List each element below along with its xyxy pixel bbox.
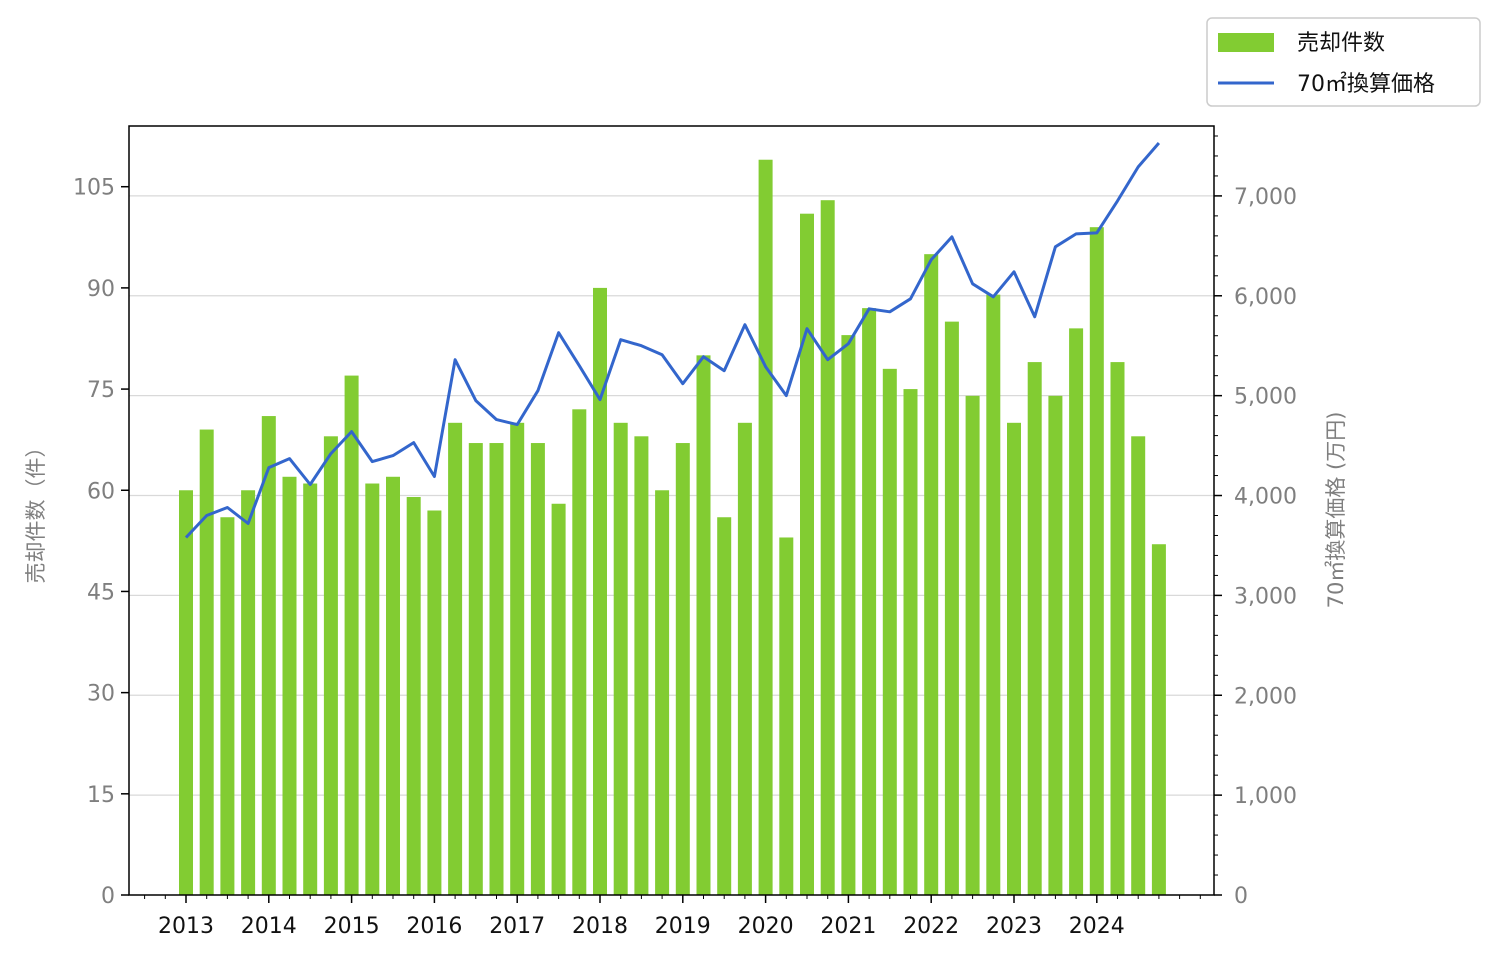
bar [655, 490, 670, 895]
x-axis: 2013 2014 2015 2016 2017 2018 2019 2020 2021 2022… [144, 895, 1201, 939]
left-tick-label: 105 [73, 176, 115, 201]
bar [1007, 422, 1021, 895]
legend-bar-swatch [1218, 33, 1274, 52]
right-tick-label: 3,000 [1234, 584, 1297, 609]
bar [779, 537, 794, 895]
legend: 売却件数 70㎡換算価格 [1206, 17, 1481, 107]
x-tick-label: 2021 [820, 914, 876, 939]
bar [862, 308, 877, 895]
bar [530, 443, 545, 895]
bar [717, 517, 732, 895]
left-tick-label: 75 [87, 378, 115, 403]
bar [572, 409, 587, 895]
bar [986, 294, 1001, 895]
bar [903, 389, 918, 895]
bar [882, 368, 897, 895]
right-tick-label: 0 [1234, 884, 1248, 909]
x-tick-label: 2019 [655, 914, 711, 939]
bar [179, 490, 193, 895]
bar [1048, 395, 1063, 895]
price-line [184, 142, 1161, 539]
bar [758, 159, 773, 895]
bar [448, 422, 463, 895]
left-tick-label: 60 [87, 479, 115, 504]
bar [820, 200, 835, 895]
legend-frame [1206, 17, 1481, 107]
x-tick-label: 2022 [903, 914, 959, 939]
x-tick-label: 2015 [324, 914, 380, 939]
bar [944, 321, 959, 895]
left-axis: 0 15 30 45 60 75 90 105 [73, 176, 129, 909]
x-tick-label: 2020 [738, 914, 794, 939]
bar [282, 476, 297, 895]
right-tick-label: 2,000 [1234, 684, 1297, 709]
left-tick-label: 0 [101, 884, 115, 909]
bar [199, 429, 214, 895]
bar [344, 375, 359, 895]
left-tick-label: 90 [87, 277, 115, 302]
x-tick-label: 2024 [1069, 914, 1125, 939]
bar [551, 503, 566, 895]
bar [303, 483, 318, 895]
bar [386, 476, 400, 895]
x-tick-label: 2016 [406, 914, 462, 939]
bar [261, 416, 276, 895]
right-axis-title: 70㎡換算価格 (万円) [1324, 412, 1348, 609]
right-tick-label: 5,000 [1234, 385, 1297, 410]
bar [675, 443, 690, 895]
bar [841, 335, 856, 896]
bar [1110, 362, 1125, 895]
bar [1089, 227, 1104, 895]
left-axis-title: 売却件数（件） [24, 437, 48, 584]
x-tick-label: 2023 [986, 914, 1042, 939]
right-axis: 0 1,000 2,000 3,000 4,000 5,000 6,000 7,000 [1214, 135, 1297, 909]
bar [1069, 328, 1084, 895]
bar [220, 517, 235, 895]
bar [613, 422, 628, 895]
bar [510, 422, 525, 895]
bar [593, 287, 607, 895]
bar [365, 483, 380, 895]
x-tick-label: 2014 [241, 914, 297, 939]
bar [800, 213, 814, 895]
plot-frame [128, 125, 1215, 896]
right-tick-label: 4,000 [1234, 485, 1297, 510]
line-series [184, 142, 1161, 539]
bar [1151, 544, 1166, 895]
x-tick-label: 2017 [489, 914, 545, 939]
right-tick-label: 1,000 [1234, 784, 1297, 809]
x-tick-label: 2013 [158, 914, 214, 939]
bar-series [179, 159, 1166, 896]
right-tick-label: 6,000 [1234, 285, 1297, 310]
bar [241, 490, 256, 895]
bar [924, 254, 939, 895]
left-tick-label: 15 [87, 783, 115, 808]
x-tick-label: 2018 [572, 914, 628, 939]
bar [965, 395, 980, 895]
legend-line-label: 70㎡換算価格 [1297, 71, 1435, 97]
legend-bar-label: 売却件数 [1297, 31, 1385, 56]
left-tick-label: 30 [87, 682, 115, 707]
bar [468, 443, 483, 895]
bar [1131, 436, 1146, 895]
right-tick-label: 7,000 [1234, 185, 1297, 210]
left-tick-label: 45 [87, 580, 115, 605]
bar [427, 510, 442, 895]
bar [489, 443, 504, 895]
bar [696, 355, 711, 895]
bar [634, 436, 649, 895]
bar [737, 422, 752, 895]
bar [1027, 362, 1042, 895]
bar [406, 497, 421, 895]
bar [323, 436, 338, 895]
